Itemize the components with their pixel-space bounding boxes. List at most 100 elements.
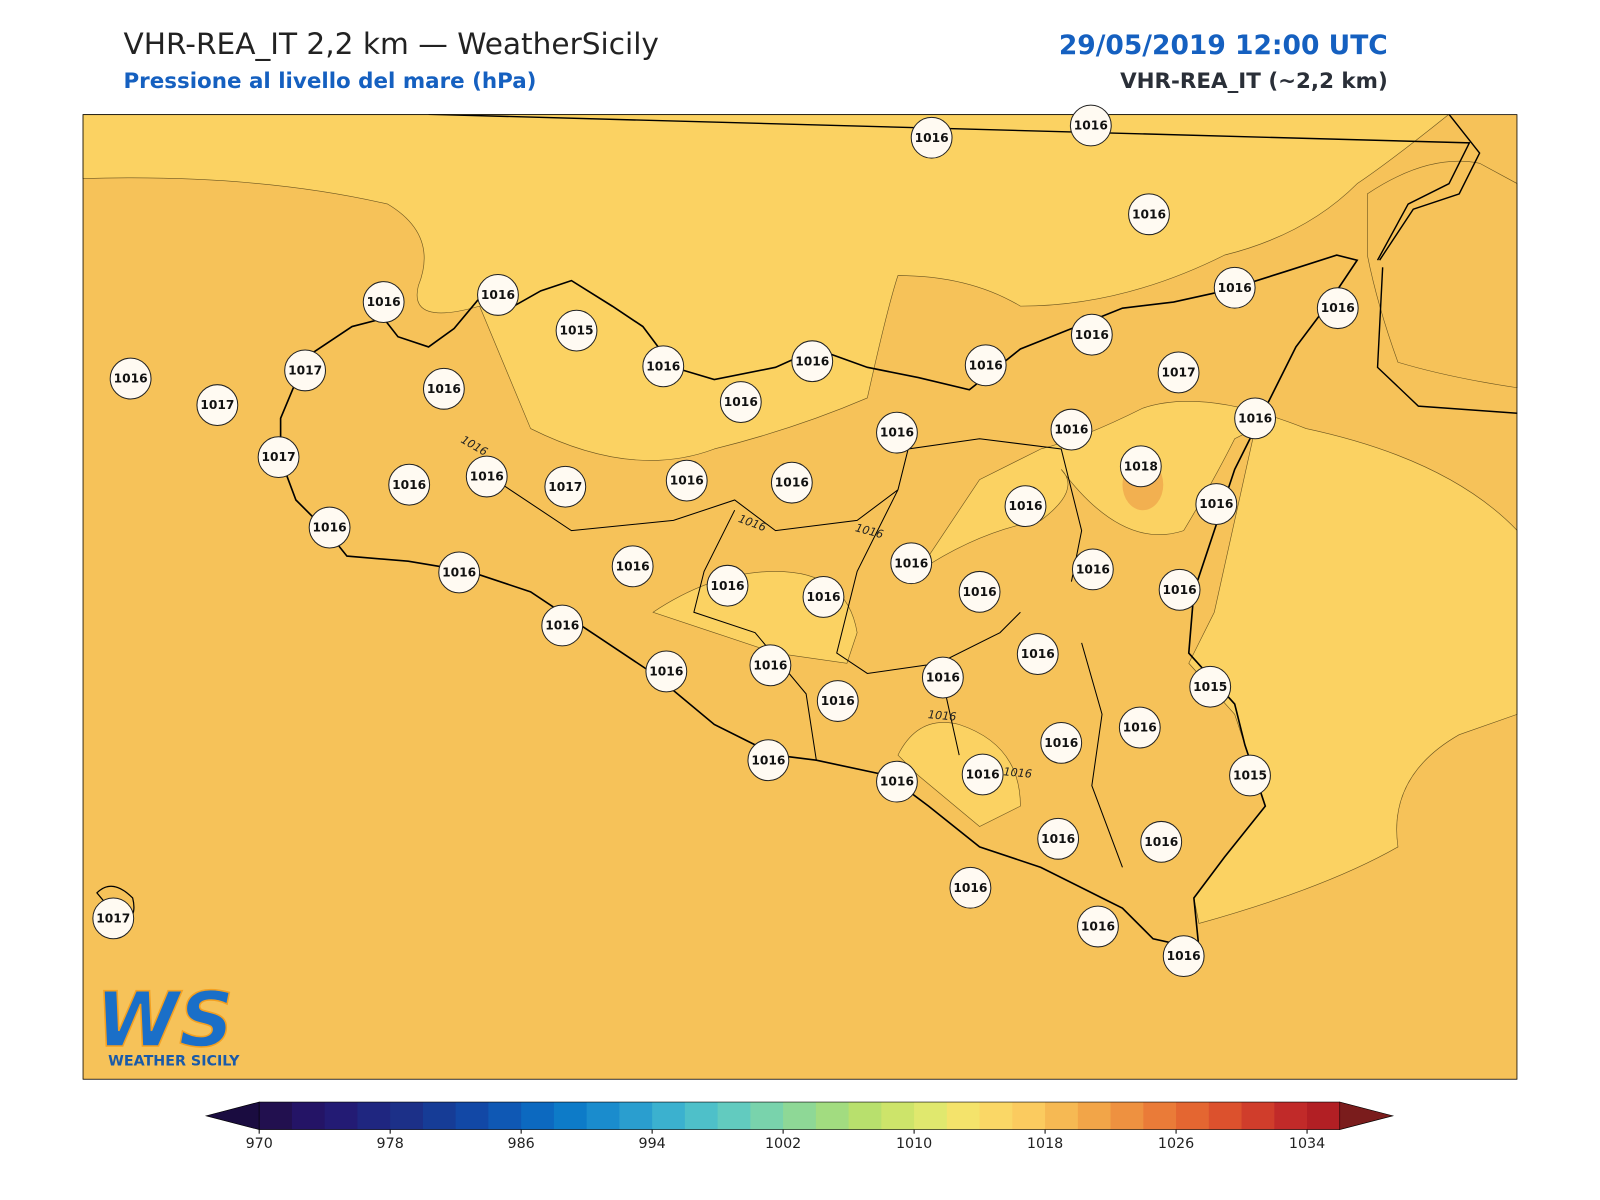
station-marker	[816, 680, 859, 722]
station-value: 1016	[915, 131, 949, 145]
date: 29/05/2019 12:00 UTC	[1059, 30, 1388, 61]
contour-label: 1016	[927, 708, 957, 723]
station-value: 1016	[880, 775, 914, 789]
station-value: 1015	[1193, 680, 1227, 694]
station-marker	[1229, 754, 1271, 797]
station-value: 1016	[751, 753, 785, 767]
colorbar-tick-label: 1018	[1027, 1136, 1063, 1152]
station-marker	[1040, 721, 1083, 764]
colorbar-bin	[553, 1102, 588, 1130]
coastline	[428, 114, 1518, 414]
station-value: 1017	[288, 363, 322, 377]
station-value: 1016	[1081, 920, 1115, 934]
station-marker	[1050, 408, 1093, 451]
station-value: 1016	[1218, 281, 1252, 295]
colorbar-tick-label: 1026	[1158, 1136, 1194, 1152]
station-marker	[1077, 905, 1119, 948]
station-marker	[1140, 820, 1183, 863]
station-value: 1017	[548, 480, 582, 494]
station-marker	[284, 349, 327, 392]
station-value: 1017	[1162, 366, 1196, 380]
station-marker	[1004, 485, 1047, 528]
colorbar-bin	[914, 1102, 948, 1130]
station-marker	[719, 381, 762, 423]
colorbar-bin	[521, 1102, 555, 1130]
station-marker	[749, 644, 792, 687]
colorbar-bin	[357, 1102, 391, 1130]
station-marker	[876, 760, 918, 803]
station-value: 1016	[442, 566, 476, 580]
station-value: 1016	[649, 665, 683, 679]
station-value: 1016	[1238, 411, 1272, 425]
field-region	[897, 722, 1021, 827]
station-value: 1016	[963, 585, 997, 599]
colorbar-tick-label: 994	[639, 1136, 666, 1152]
station-marker	[802, 576, 845, 618]
station-value: 1016	[1132, 207, 1166, 221]
station-value: 1015	[1233, 769, 1267, 783]
station-marker	[438, 551, 481, 594]
station-value: 1016	[313, 521, 347, 535]
colorbar-bin	[979, 1102, 1013, 1130]
station-value: 1016	[1199, 497, 1233, 511]
station-value: 1017	[262, 450, 296, 464]
station-marker	[611, 545, 654, 588]
station-marker	[706, 564, 749, 607]
station-marker	[770, 461, 813, 504]
station-marker	[665, 459, 708, 502]
station-marker	[1119, 445, 1162, 488]
station-marker	[257, 436, 300, 479]
station-marker	[541, 604, 584, 647]
station-marker	[876, 411, 918, 454]
colorbar-bin	[1241, 1102, 1275, 1130]
station-value: 1016	[753, 658, 787, 672]
station-marker	[1069, 104, 1112, 147]
station-value: 1016	[894, 556, 928, 570]
station-value: 1016	[926, 671, 960, 685]
map-area	[82, 114, 1518, 1080]
station-value: 1016	[969, 358, 1003, 372]
colorbar-over	[1339, 1101, 1395, 1130]
station-value: 1016	[670, 474, 704, 488]
colorbar-tick-label: 1002	[765, 1136, 801, 1152]
colorbar-under	[204, 1101, 260, 1130]
colorbar-tick-label: 978	[377, 1136, 404, 1152]
colorbar-bin	[1208, 1102, 1243, 1130]
station-marker	[196, 384, 239, 427]
station-value: 1018	[1124, 459, 1158, 473]
colorbar-bin	[848, 1102, 882, 1130]
colorbar-bin	[488, 1102, 522, 1130]
station-marker	[544, 465, 587, 508]
station-marker	[747, 739, 790, 782]
colorbar-tick-label: 1034	[1289, 1136, 1325, 1152]
station-marker	[362, 281, 405, 323]
colorbar-bin	[619, 1102, 653, 1130]
station-marker	[1118, 706, 1161, 749]
station-marker	[1189, 665, 1232, 708]
colorbar-bin	[881, 1102, 915, 1130]
station-marker	[958, 570, 1001, 613]
colorbar-bin	[946, 1102, 981, 1130]
logo-text: WEATHER SICILY	[108, 1053, 240, 1069]
station-marker	[308, 506, 351, 549]
station-value: 1016	[1167, 949, 1201, 963]
station-marker	[1213, 266, 1256, 309]
station-marker	[642, 345, 685, 388]
station-value: 1016	[1041, 832, 1075, 846]
station-marker	[1037, 817, 1080, 860]
station-value: 1016	[1044, 736, 1078, 750]
contour-label: 1016	[1003, 765, 1033, 780]
colorbar-bin	[422, 1102, 457, 1130]
colorbar-bin	[1110, 1102, 1144, 1130]
field-region	[1367, 160, 1518, 389]
colorbar-tick-label: 1010	[896, 1136, 932, 1152]
colorbar-bin	[1176, 1102, 1210, 1130]
station-value: 1016	[806, 590, 840, 604]
station-marker	[1234, 397, 1277, 440]
station-value: 1016	[1021, 647, 1055, 661]
colorbar-bin	[586, 1102, 620, 1130]
station-value: 1016	[953, 881, 987, 895]
station-value: 1016	[1075, 328, 1109, 342]
colorbar-bin	[1274, 1102, 1308, 1130]
station-marker	[388, 463, 431, 506]
